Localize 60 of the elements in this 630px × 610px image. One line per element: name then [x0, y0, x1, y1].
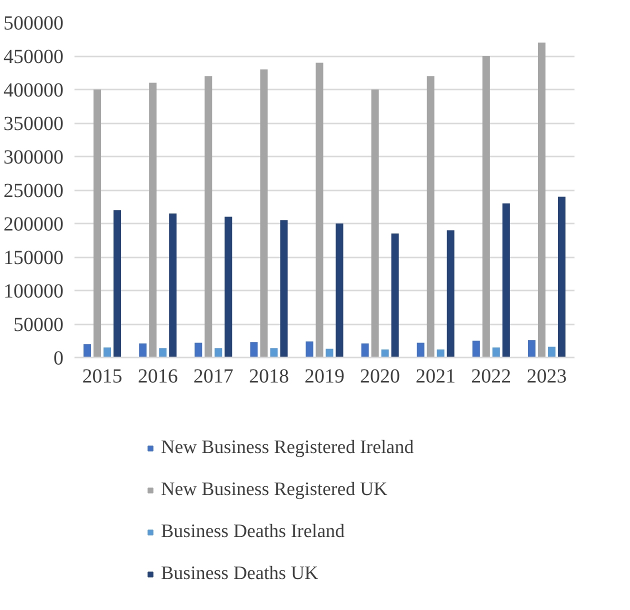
x-tick-label: 2017	[193, 366, 234, 388]
bar	[270, 348, 278, 358]
bar	[361, 343, 369, 358]
bar	[381, 349, 389, 358]
bar	[114, 210, 122, 358]
bar	[214, 348, 222, 358]
bar	[482, 56, 490, 358]
bar	[139, 343, 147, 358]
legend-label: Business Deaths Ireland	[161, 521, 345, 543]
bar	[371, 90, 379, 358]
bar	[528, 340, 536, 358]
legend-label: New Business Registered UK	[161, 479, 388, 501]
bar	[84, 344, 92, 358]
y-tick-label: 200000	[4, 214, 64, 236]
bar	[250, 342, 258, 358]
bar	[104, 347, 112, 358]
bar	[159, 348, 167, 358]
bar	[446, 230, 454, 358]
y-tick-label: 250000	[4, 180, 64, 202]
y-tick-label: 50000	[14, 314, 64, 336]
y-tick-label: 150000	[4, 247, 64, 269]
bar	[548, 346, 556, 358]
bar	[306, 341, 314, 358]
y-tick-label: 350000	[4, 113, 64, 135]
bar	[472, 340, 480, 358]
bar	[391, 234, 399, 358]
x-tick-label: 2015	[82, 366, 122, 388]
y-tick-label: 450000	[4, 46, 64, 68]
bar	[502, 203, 510, 358]
y-tick-label: 100000	[4, 280, 64, 302]
bar	[416, 342, 424, 358]
bar	[224, 216, 232, 358]
y-tick-label: 0	[54, 348, 64, 370]
y-tick-label: 500000	[4, 12, 64, 34]
x-tick-label: 2016	[138, 366, 178, 388]
legend-label: Business Deaths UK	[161, 563, 318, 585]
bar	[326, 348, 334, 358]
bar	[436, 349, 444, 358]
x-tick-label: 2021	[416, 366, 456, 388]
bar	[558, 196, 566, 358]
bar	[538, 42, 546, 358]
legend-label: New Business Registered Ireland	[161, 437, 414, 459]
bar	[260, 69, 268, 358]
x-tick-label: 2020	[360, 366, 400, 388]
bar	[149, 82, 157, 358]
bar	[204, 76, 212, 358]
bar	[316, 62, 324, 358]
y-tick-label: 400000	[4, 80, 64, 102]
x-tick-label: 2023	[526, 366, 567, 388]
y-tick-label: 300000	[4, 146, 64, 168]
bar	[94, 90, 102, 358]
bar	[280, 220, 288, 358]
bar	[492, 347, 500, 358]
bar	[169, 213, 177, 358]
x-tick-label: 2022	[471, 366, 512, 388]
x-tick-label: 2018	[248, 366, 289, 388]
x-tick-label: 2019	[304, 366, 344, 388]
bar	[194, 342, 202, 358]
bar	[426, 76, 434, 358]
bar	[336, 224, 344, 358]
